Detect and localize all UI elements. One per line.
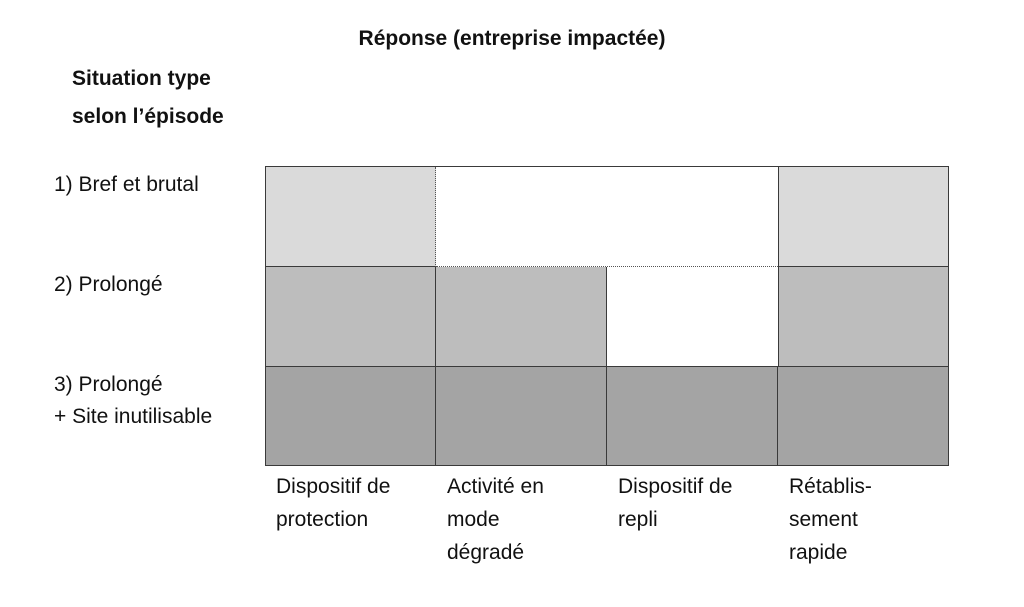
row-label-1-line-1: 1) Bref et brutal — [54, 173, 199, 196]
row-label-2: 2) Prolongé — [54, 269, 163, 301]
row-label-1: 1) Bref et brutal — [54, 169, 199, 201]
col-label-protection-line-1: Dispositif de — [276, 475, 391, 498]
col-label-retablissement-line-1: Rétablis- — [789, 475, 872, 498]
cell-row2-repli — [607, 267, 778, 367]
col-label-repli-line-1: Dispositif de — [618, 475, 733, 498]
col-label-retablissement-line-3: rapide — [789, 541, 848, 564]
cell-row1-protection — [266, 167, 436, 267]
cell-row2-degrade — [436, 267, 607, 367]
response-grid — [265, 166, 949, 466]
col-label-protection-line-2: protection — [276, 508, 369, 531]
cell-row2-protection — [266, 267, 436, 367]
row-label-3-line-1: 3) Prolongé — [54, 373, 163, 396]
row-label-2-line-1: 2) Prolongé — [54, 273, 163, 296]
cell-row3-degrade — [436, 367, 607, 465]
col-label-degrade-line-3: dégradé — [447, 541, 525, 564]
col-label-protection: Dispositif de protection — [276, 470, 390, 536]
row-axis-title-line-2: selon l’épisode — [72, 105, 224, 128]
row-axis-title: Situation type selon l’épisode — [72, 60, 224, 136]
col-label-degrade: Activité en mode dégradé — [447, 470, 544, 569]
col-label-retablissement: Rétablis- sement rapide — [789, 470, 872, 569]
cell-row3-repli — [607, 367, 778, 465]
row-label-3-line-2: + Site inutilisable — [54, 405, 213, 428]
col-label-repli: Dispositif de repli — [618, 470, 732, 536]
row-axis-title-line-1: Situation type — [72, 67, 211, 90]
cell-row3-retablissement — [778, 367, 948, 465]
cell-row3-protection — [266, 367, 436, 465]
row-label-3: 3) Prolongé + Site inutilisable — [54, 369, 212, 433]
col-label-retablissement-line-2: sement — [789, 508, 858, 531]
cell-row1-retablissement — [778, 167, 948, 267]
col-label-repli-line-2: repli — [618, 508, 658, 531]
col-label-degrade-line-1: Activité en — [447, 475, 544, 498]
col-label-degrade-line-2: mode — [447, 508, 500, 531]
cell-row1-degrade-repli — [436, 167, 778, 267]
diagram-title: Réponse (entreprise impactée) — [358, 27, 666, 50]
cell-row2-retablissement — [778, 267, 948, 367]
